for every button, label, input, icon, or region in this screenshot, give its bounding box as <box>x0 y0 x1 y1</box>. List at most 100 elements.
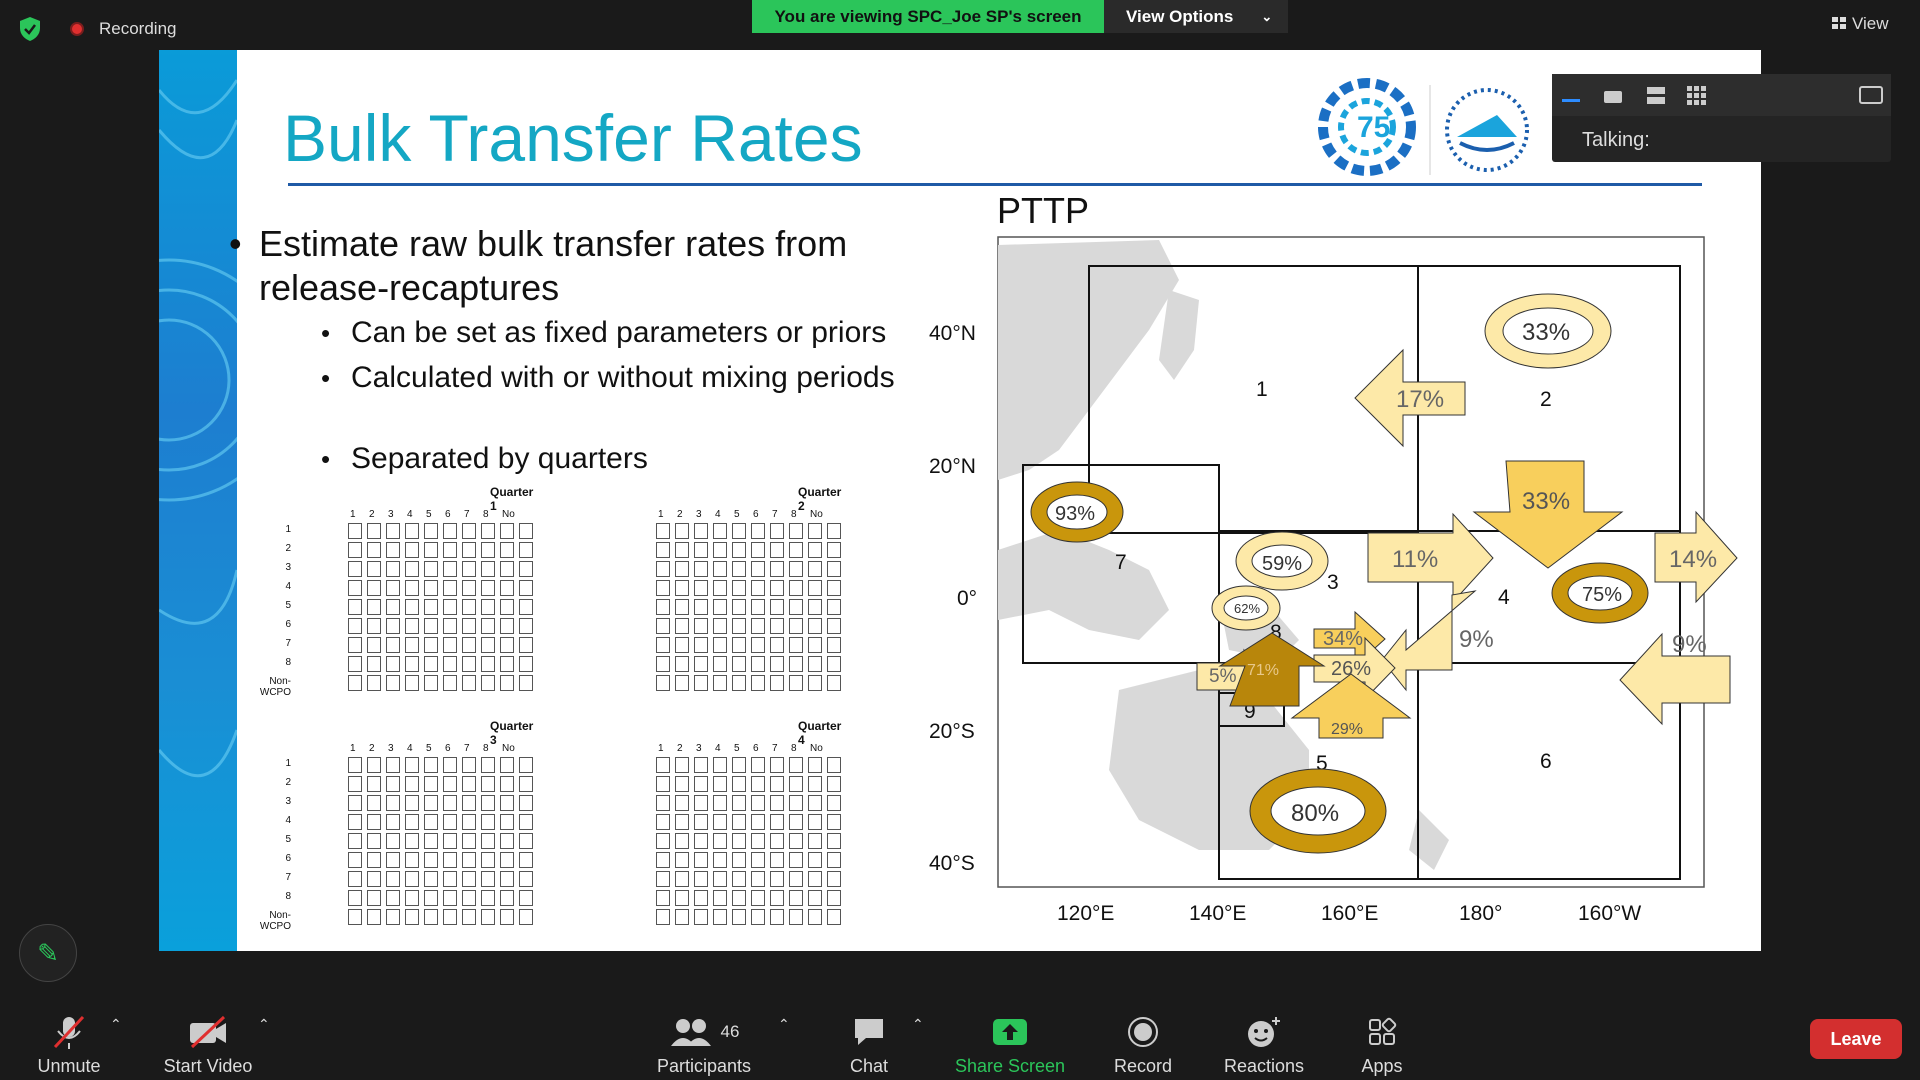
matrix-cell <box>386 599 400 615</box>
chat-button[interactable]: Chat <box>836 1012 902 1077</box>
title-underline <box>288 183 1702 186</box>
security-shield-icon[interactable] <box>18 16 42 42</box>
matrix-cell <box>481 599 495 615</box>
matrix-cell <box>462 580 476 596</box>
view-options-button[interactable]: View Options ⌄ <box>1104 0 1288 33</box>
sub-bullet: • Can be set as fixed parameters or prior… <box>321 315 911 351</box>
matrix-cell <box>500 618 514 634</box>
matrix-cell <box>675 656 689 672</box>
matrix-cell <box>367 580 381 596</box>
matrix-col-header: 6 <box>445 743 451 754</box>
matrix-cell <box>827 580 841 596</box>
matrix-cell <box>789 909 803 925</box>
matrix-cell <box>481 656 495 672</box>
participants-button[interactable]: 46 Participants <box>652 1012 756 1077</box>
bullet-dot: • <box>229 223 242 264</box>
matrix-cell <box>405 833 419 849</box>
matrix-cell <box>827 871 841 887</box>
matrix-cell <box>386 675 400 691</box>
matrix-cell <box>424 523 438 539</box>
chat-label: Chat <box>849 1056 889 1076</box>
matrix-cell <box>827 833 841 849</box>
annotate-pencil-button[interactable]: ✎ <box>19 924 77 982</box>
strip-view-icon[interactable] <box>1647 87 1665 94</box>
matrix-cell <box>713 909 727 925</box>
matrix-cell <box>827 909 841 925</box>
share-screen-button[interactable]: Share Screen <box>954 1012 1066 1077</box>
matrix-cell <box>751 795 765 811</box>
minimize-icon[interactable] <box>1562 99 1580 102</box>
leave-button[interactable]: Leave <box>1810 1019 1902 1059</box>
matrix-cell <box>405 675 419 691</box>
matrix-cell <box>481 833 495 849</box>
matrix-cell <box>808 776 822 792</box>
talking-indicator: Talking: <box>1582 129 1650 151</box>
chat-caret-icon[interactable]: ⌃ <box>912 1016 924 1032</box>
matrix-row-label: Non-WCPO <box>259 910 291 932</box>
matrix-cell <box>808 852 822 868</box>
start-video-button[interactable]: Start Video <box>156 1012 260 1077</box>
matrix-cell <box>656 675 670 691</box>
matrix-cell <box>713 890 727 906</box>
exit-minimized-icon[interactable] <box>1859 86 1883 104</box>
matrix-cell <box>694 776 708 792</box>
matrix-cell <box>770 795 784 811</box>
x-tick: 160°W <box>1578 902 1641 925</box>
matrix-cell <box>367 814 381 830</box>
matrix-cell <box>751 599 765 615</box>
strip-view-icon-lower <box>1647 97 1665 104</box>
matrix-col-header: 8 <box>791 509 797 520</box>
circular-arrow-inner <box>1251 544 1313 578</box>
reactions-button[interactable]: Reactions <box>1220 1012 1308 1077</box>
matrix-cell <box>732 618 746 634</box>
matrix-cell <box>732 599 746 615</box>
share-screen-arrow-icon <box>993 1019 1027 1045</box>
matrix-cell <box>500 814 514 830</box>
matrix-cell <box>789 580 803 596</box>
matrix-cell <box>481 675 495 691</box>
matrix-cell <box>770 814 784 830</box>
arrow-5-to-8 <box>1218 632 1326 707</box>
reactions-smiley-icon <box>1248 1017 1280 1047</box>
matrix-cell <box>808 599 822 615</box>
record-button[interactable]: Record <box>1108 1012 1178 1077</box>
matrix-cell <box>770 757 784 773</box>
matrix-cell <box>751 871 765 887</box>
audio-options-caret-icon[interactable]: ⌃ <box>110 1016 122 1032</box>
rate-label: 17% <box>1396 386 1444 413</box>
matrix-cell <box>443 757 457 773</box>
speaker-view-icon[interactable] <box>1604 91 1622 103</box>
video-gallery-window[interactable]: Talking: <box>1552 74 1891 162</box>
matrix-cell <box>424 776 438 792</box>
matrix-cell <box>789 795 803 811</box>
matrix-cell <box>675 637 689 653</box>
unmute-button[interactable]: Unmute <box>28 1012 110 1077</box>
y-tick: 40°S <box>929 852 975 875</box>
matrix-cell <box>405 580 419 596</box>
matrix-cell <box>808 542 822 558</box>
matrix-cell <box>481 757 495 773</box>
region-label: 1 <box>1256 378 1268 401</box>
x-tick: 180° <box>1459 902 1502 925</box>
matrix-cell <box>348 523 362 539</box>
matrix-col-header: 4 <box>715 509 721 520</box>
participants-caret-icon[interactable]: ⌃ <box>778 1016 790 1032</box>
gallery-grid-icon[interactable] <box>1687 86 1706 105</box>
matrix-cell <box>827 523 841 539</box>
matrix-cell <box>424 675 438 691</box>
matrix-cell <box>481 795 495 811</box>
view-layout-button[interactable]: View <box>1832 14 1889 34</box>
matrix-cell <box>713 795 727 811</box>
matrix-cell <box>405 599 419 615</box>
apps-button[interactable]: Apps <box>1352 1012 1412 1077</box>
video-options-caret-icon[interactable]: ⌃ <box>258 1016 270 1032</box>
matrix-cell <box>386 542 400 558</box>
matrix-cell <box>770 852 784 868</box>
view-options-label: View Options <box>1126 6 1234 26</box>
region-label: 7 <box>1115 551 1127 574</box>
record-icon <box>1128 1017 1158 1047</box>
matrix-cell <box>789 523 803 539</box>
matrix-cell <box>519 795 533 811</box>
matrix-cell <box>808 561 822 577</box>
japan-landmass <box>1159 290 1199 380</box>
